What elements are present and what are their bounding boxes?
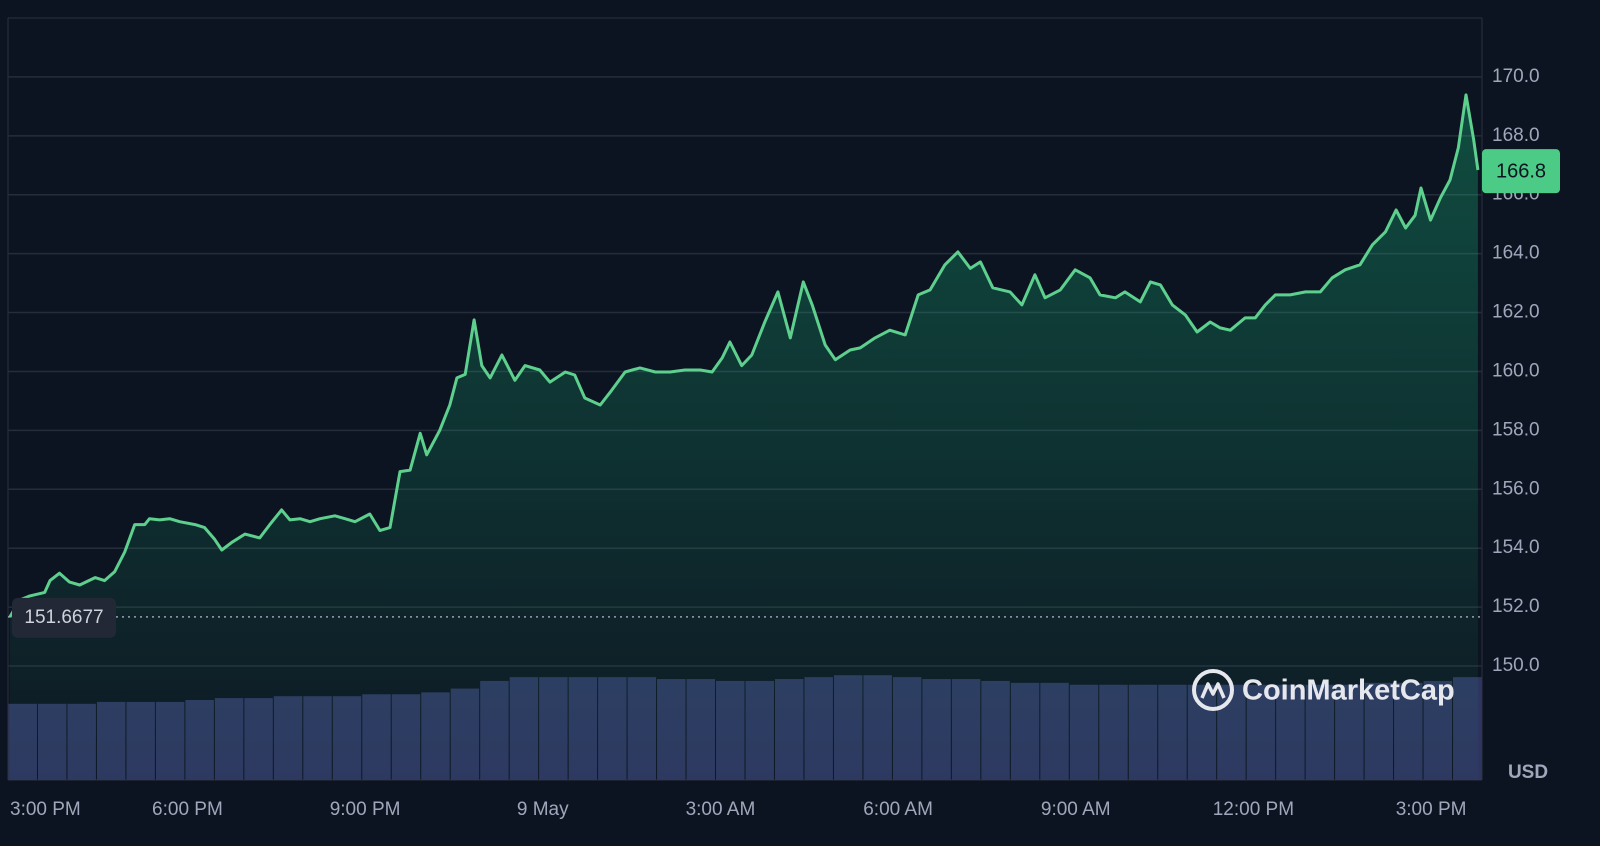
y-tick-label: 168.0 — [1492, 125, 1540, 146]
x-tick-label: 3:00 PM — [10, 799, 81, 820]
y-tick-label: 160.0 — [1492, 360, 1540, 381]
x-tick-label: 3:00 PM — [1396, 799, 1467, 820]
reference-label-bg — [12, 597, 116, 638]
y-tick-label: 156.0 — [1492, 478, 1540, 499]
watermark-text: CoinMarketCap — [1242, 675, 1455, 707]
y-tick-label: 164.0 — [1492, 243, 1540, 264]
y-tick-label: 170.0 — [1492, 66, 1540, 87]
watermark: CoinMarketCap — [1192, 669, 1455, 711]
x-tick-label: 6:00 AM — [863, 799, 933, 820]
price-line — [8, 93, 1480, 618]
x-tick-label: 9:00 AM — [1041, 799, 1111, 820]
unit-label: USD — [1508, 762, 1548, 783]
x-tick-label: 9 May — [517, 799, 569, 820]
reference-label: 151.6677 — [24, 607, 103, 628]
x-tick-label: 3:00 AM — [686, 799, 756, 820]
logo-icon — [1192, 669, 1234, 711]
x-tick-label: 9:00 PM — [330, 799, 401, 820]
current-price-label: 166.8 — [1496, 160, 1546, 182]
current-price-bg — [1482, 149, 1560, 194]
y-tick-label: 158.0 — [1492, 419, 1540, 440]
plot: 150.0 152.0 154.0 156.0 158.0 160.0 162.0 164.0… — [8, 66, 1560, 820]
y-tick-label: 154.0 — [1492, 537, 1540, 558]
x-tick-label: 12:00 PM — [1213, 799, 1294, 820]
y-tick-label: 150.0 — [1492, 655, 1540, 676]
price-area — [9, 94, 1478, 780]
logo-mark — [1200, 682, 1226, 699]
y-tick-label: 162.0 — [1492, 302, 1540, 323]
x-tick-label: 6:00 PM — [152, 799, 223, 820]
y-tick-label: 152.0 — [1492, 596, 1540, 617]
